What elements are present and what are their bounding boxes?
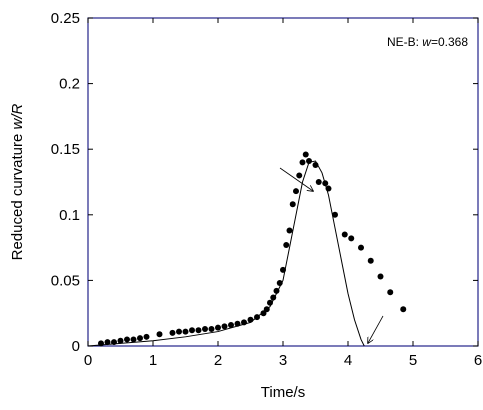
data-point: [221, 323, 228, 330]
data-point: [124, 336, 130, 343]
annotation: NE-B: w=0.368: [387, 35, 468, 49]
data-point: [143, 333, 150, 340]
x-tick-label: 4: [344, 352, 352, 369]
data-point: [195, 327, 202, 334]
x-axis-title: Time/s: [261, 384, 305, 401]
annotation-value: =0.368: [431, 35, 468, 49]
data-point: [137, 335, 143, 342]
data-point: [130, 336, 137, 343]
x-tick-label: 2: [214, 352, 222, 369]
data-point: [332, 211, 338, 218]
data-point: [189, 327, 195, 334]
data-point: [341, 231, 348, 238]
y-title-var: w/R: [9, 103, 26, 129]
x-tick-label: 5: [409, 352, 417, 369]
y-tick-label: 0.25: [51, 10, 80, 27]
y-tick-label: 0.2: [59, 76, 80, 93]
fit-curve: [87, 160, 365, 347]
data-point: [293, 188, 299, 195]
data-point: [117, 337, 124, 344]
x-tick-label: 6: [474, 352, 482, 369]
y-tick-label: 0.15: [51, 141, 80, 158]
data-point: [367, 257, 374, 264]
data-point: [156, 331, 163, 338]
data-point: [400, 306, 407, 313]
x-tick-label: 3: [279, 352, 287, 369]
data-point: [289, 201, 296, 208]
data-point: [299, 159, 306, 166]
data-point: [296, 172, 303, 179]
x-tick-label: 0: [84, 352, 92, 369]
data-point: [202, 325, 208, 332]
data-point: [104, 339, 111, 346]
annotation-text: NE-B:: [387, 35, 422, 49]
arrow: [279, 167, 313, 191]
data-point: [315, 179, 322, 185]
y-tick-label: 0: [72, 338, 80, 355]
data-point: [387, 289, 394, 296]
data-point: [358, 244, 364, 251]
y-axis-title: Reduced curvature w/R: [9, 103, 26, 260]
x-tick-label: 1: [149, 352, 157, 369]
data-point: [169, 329, 176, 336]
data-point: [348, 235, 355, 242]
data-point: [377, 273, 384, 280]
arrow: [368, 315, 384, 343]
data-point: [215, 324, 221, 331]
y-tick-label: 0.05: [51, 272, 80, 289]
data-point: [228, 322, 234, 329]
data-point: [208, 325, 215, 332]
data-point: [182, 328, 189, 335]
plot-frame: [87, 17, 479, 347]
data-point: [302, 151, 309, 158]
data-point: [283, 241, 290, 248]
y-tick-label: 0.1: [59, 207, 80, 224]
annotation-var: w: [422, 35, 432, 49]
y-title-text: Reduced curvature: [9, 129, 26, 260]
data-point: [176, 328, 182, 335]
data-point: [286, 227, 293, 234]
